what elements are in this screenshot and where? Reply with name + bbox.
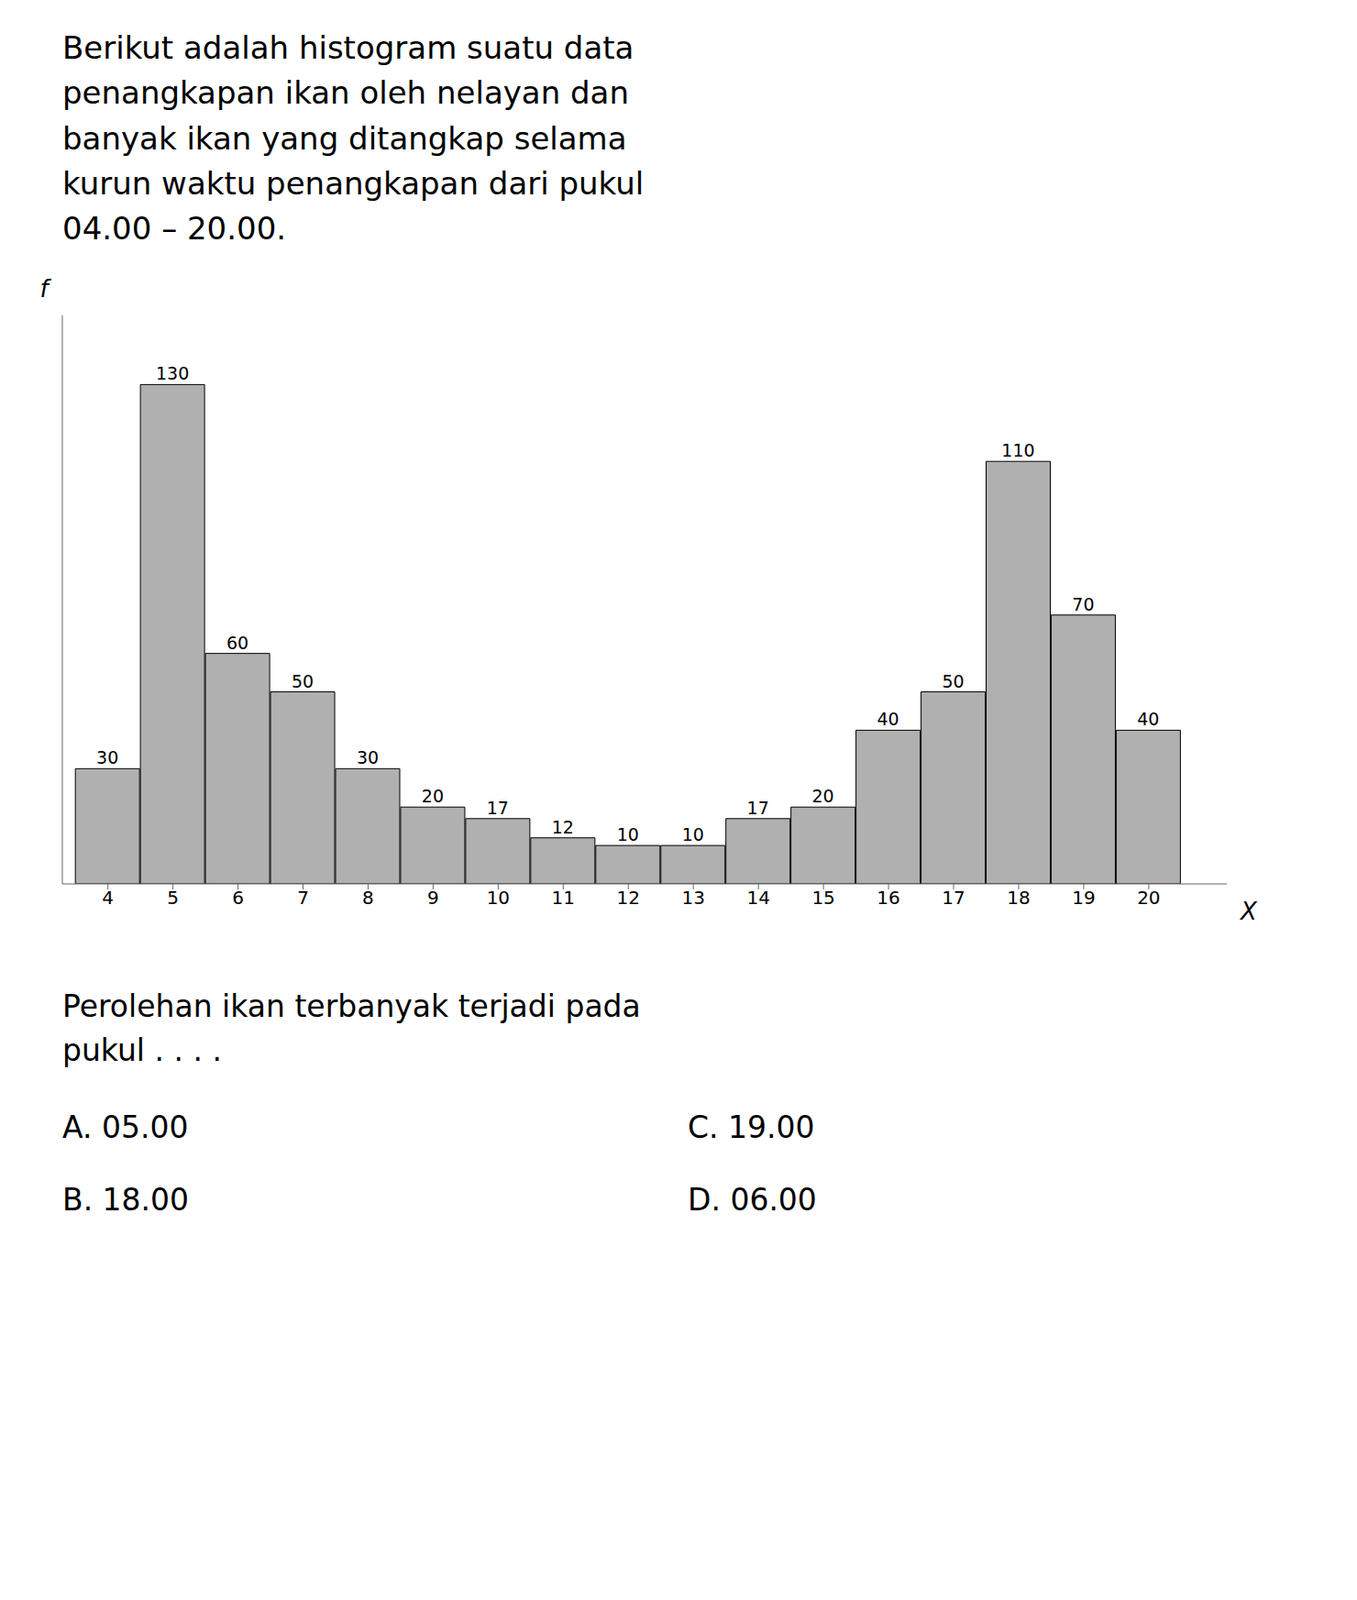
svg-text:X: X xyxy=(1238,898,1258,927)
svg-text:12: 12 xyxy=(617,887,640,910)
svg-text:30: 30 xyxy=(356,748,379,769)
svg-text:30: 30 xyxy=(96,748,119,769)
svg-text:17: 17 xyxy=(747,797,770,818)
svg-text:f: f xyxy=(39,275,52,303)
svg-text:14: 14 xyxy=(746,887,770,910)
svg-text:70: 70 xyxy=(1071,594,1094,615)
svg-text:10: 10 xyxy=(486,887,510,910)
svg-text:50: 50 xyxy=(941,671,964,692)
svg-text:11: 11 xyxy=(551,887,575,910)
svg-text:15: 15 xyxy=(811,887,835,910)
svg-text:17: 17 xyxy=(941,887,965,910)
svg-text:130: 130 xyxy=(155,364,189,385)
svg-text:18: 18 xyxy=(1006,887,1030,910)
svg-text:10: 10 xyxy=(682,825,705,846)
svg-text:60: 60 xyxy=(226,632,249,653)
html-text:Perolehan ikan terbanyak terja: Perolehan ikan terbanyak terjadi pada pu… xyxy=(62,988,641,1069)
svg-text:9: 9 xyxy=(427,887,440,910)
svg-text:40: 40 xyxy=(1136,709,1159,730)
svg-text:4: 4 xyxy=(101,887,114,910)
svg-text:19: 19 xyxy=(1071,887,1095,910)
svg-text:20: 20 xyxy=(421,786,444,807)
svg-text:20: 20 xyxy=(1136,887,1160,910)
svg-text:5: 5 xyxy=(166,887,179,910)
svg-text:8: 8 xyxy=(362,887,375,910)
svg-text:40: 40 xyxy=(876,709,899,730)
html-text:B. 18.00: B. 18.00 xyxy=(62,1182,189,1218)
svg-text:10: 10 xyxy=(617,825,640,846)
html-text:C. 19.00: C. 19.00 xyxy=(687,1109,815,1146)
svg-text:7: 7 xyxy=(297,887,309,910)
svg-text:50: 50 xyxy=(291,671,314,692)
html-text:D. 06.00: D. 06.00 xyxy=(687,1182,817,1218)
svg-text:13: 13 xyxy=(681,887,705,910)
svg-text:16: 16 xyxy=(876,887,900,910)
html-text:Berikut adalah histogram suatu: Berikut adalah histogram suatu data pena… xyxy=(62,29,644,247)
svg-text:6: 6 xyxy=(231,887,244,910)
svg-text:12: 12 xyxy=(551,816,574,838)
svg-text:17: 17 xyxy=(486,797,509,818)
html-text:A. 05.00: A. 05.00 xyxy=(62,1109,189,1146)
svg-text:110: 110 xyxy=(1001,441,1035,462)
svg-text:20: 20 xyxy=(812,786,835,807)
